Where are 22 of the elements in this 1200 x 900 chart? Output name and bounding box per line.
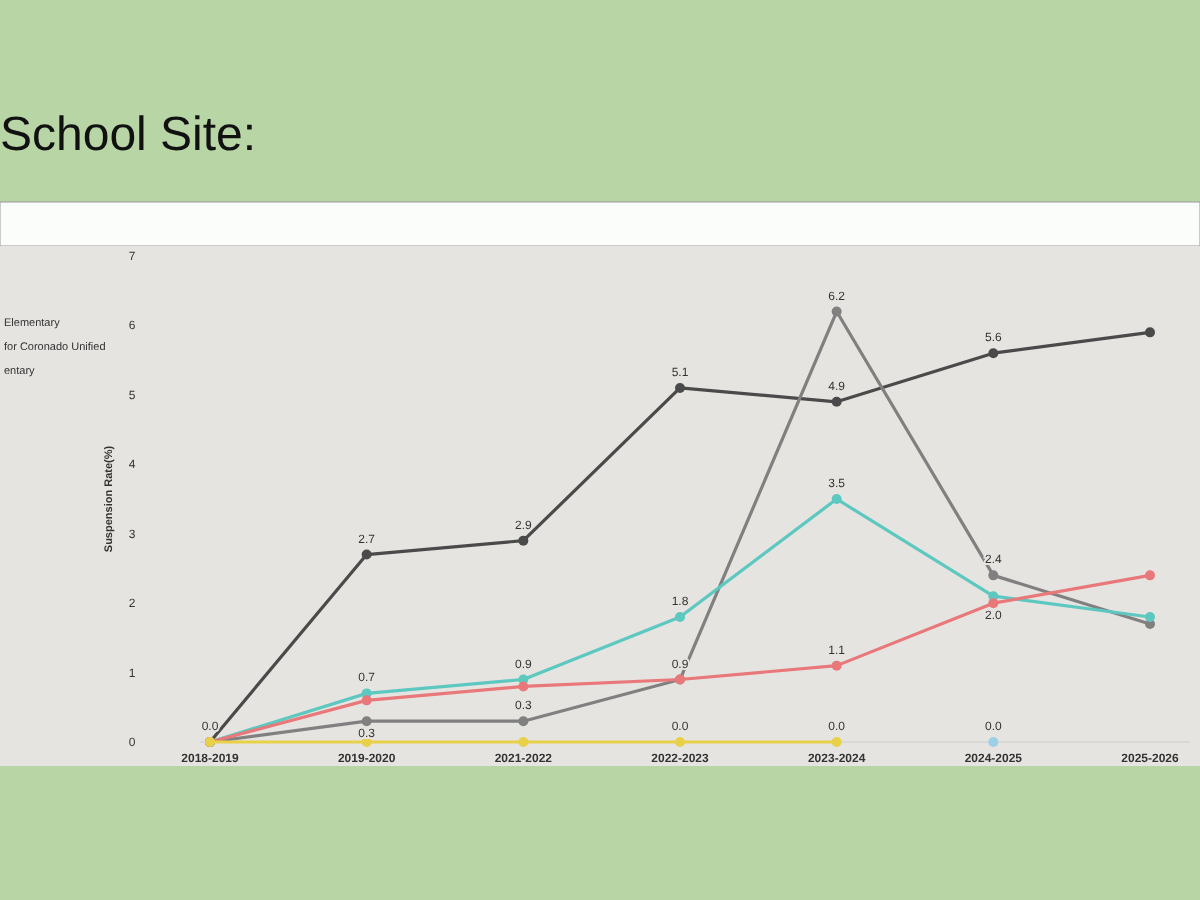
point [675, 382, 685, 393]
point [1145, 327, 1155, 338]
point [831, 660, 842, 671]
point [988, 348, 999, 359]
point [1145, 570, 1155, 581]
point [1145, 612, 1155, 623]
point [518, 737, 529, 747]
point [518, 681, 529, 692]
point [361, 716, 372, 727]
point [518, 716, 529, 727]
point [361, 549, 372, 560]
point [518, 535, 529, 546]
point [988, 570, 999, 581]
point [831, 737, 842, 747]
point [831, 396, 842, 407]
point [361, 695, 372, 706]
chart-title: School Site: [0, 108, 257, 162]
point [831, 494, 842, 504]
point [675, 612, 685, 623]
point [831, 306, 842, 317]
point [988, 598, 999, 609]
point [675, 737, 685, 747]
